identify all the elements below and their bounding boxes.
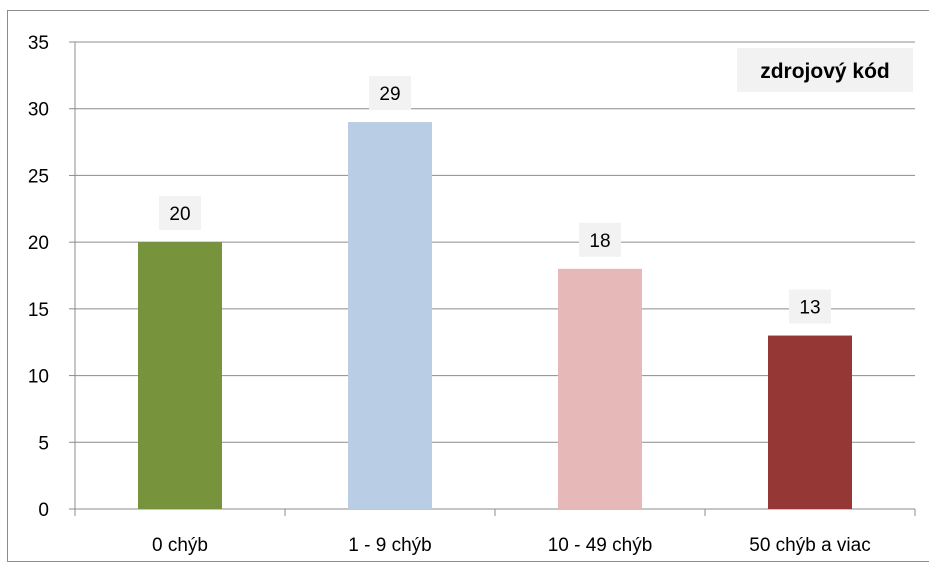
bar bbox=[768, 335, 852, 509]
bars bbox=[138, 122, 852, 510]
y-tick-label: 15 bbox=[28, 300, 49, 321]
chart-title-group: zdrojový kód bbox=[737, 48, 913, 92]
x-tick-label: 10 - 49 chýb bbox=[548, 535, 653, 556]
bar bbox=[138, 242, 222, 509]
y-tick-label: 20 bbox=[28, 233, 49, 254]
y-tick-label: 10 bbox=[28, 367, 49, 388]
chart-title-background bbox=[737, 48, 913, 92]
bar bbox=[558, 268, 642, 509]
axes: 0 5 10 15 20 25 30 35 0 chýb 1 - 9 chýb 10 - 49 ch… bbox=[28, 33, 916, 556]
data-label: 20 bbox=[169, 204, 190, 225]
data-label: 13 bbox=[799, 298, 820, 319]
x-tick-label: 1 - 9 chýb bbox=[348, 535, 431, 556]
y-tick-label: 35 bbox=[28, 33, 49, 54]
x-tick-label: 0 chýb bbox=[152, 535, 208, 556]
x-tick-label: 50 chýb a viac bbox=[749, 535, 870, 556]
data-label-background bbox=[579, 222, 621, 257]
chart-title: zdrojový kód bbox=[760, 60, 890, 83]
y-tick-label: 25 bbox=[28, 166, 49, 187]
data-label-background bbox=[159, 196, 201, 231]
data-label-background bbox=[369, 76, 411, 111]
bar bbox=[348, 122, 432, 510]
data-label-background bbox=[789, 289, 831, 324]
y-tick-label: 5 bbox=[38, 433, 49, 454]
data-label: 29 bbox=[379, 84, 400, 105]
data-labels: 20 29 18 13 bbox=[159, 76, 831, 324]
y-tick-label: 30 bbox=[28, 100, 49, 121]
y-tick-label: 0 bbox=[38, 500, 49, 521]
data-label: 18 bbox=[589, 231, 610, 252]
